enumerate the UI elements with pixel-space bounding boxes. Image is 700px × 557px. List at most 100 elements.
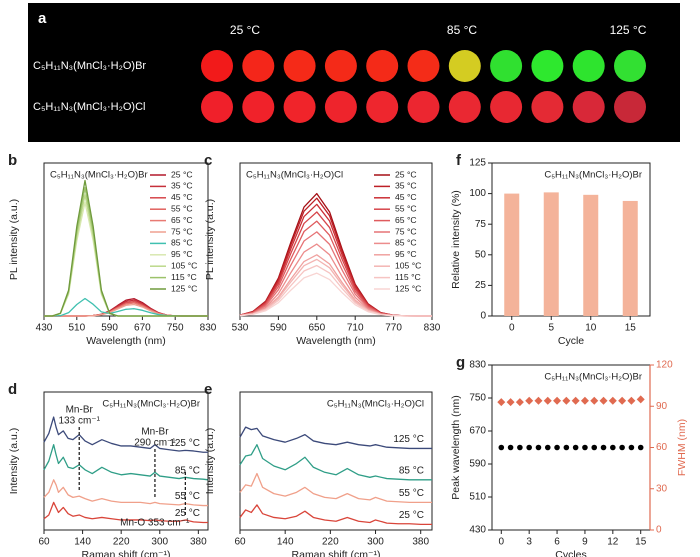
y-axis-title: Peak wavelength (nm) [450, 395, 462, 499]
x-tick-label: 3 [526, 537, 532, 548]
y-tick-label: 50 [475, 249, 487, 260]
x-axis-title: Wavelength (nm) [296, 335, 376, 347]
sample-dot [531, 91, 564, 123]
temperature-label: 125 °C [610, 23, 647, 37]
point [591, 444, 598, 451]
y-tick-label: 670 [469, 426, 486, 437]
temperature-label: 85 °C [447, 23, 477, 37]
x-axis-title: Raman shift (cm⁻¹) [82, 549, 171, 557]
y2-tick-label: 60 [656, 442, 668, 453]
x-tick-label: 830 [424, 323, 441, 334]
raman-line [43, 501, 208, 524]
point [506, 398, 515, 407]
x-tick-label: 380 [412, 537, 429, 548]
y-tick-label: 430 [469, 525, 486, 536]
sample-dot [531, 50, 564, 82]
annotation: Mn-O 353 cm⁻¹ [120, 518, 190, 529]
raman-line [239, 472, 432, 504]
legend-label: 75 °C [171, 226, 193, 236]
point [610, 444, 616, 451]
point [517, 444, 523, 451]
x-tick-label: 5 [548, 323, 554, 334]
panel-label: b [8, 152, 17, 169]
x-axis-title: Cycles [555, 549, 587, 557]
x-tick-label: 430 [36, 323, 53, 334]
point [497, 398, 506, 407]
x-tick-label: 60 [234, 537, 246, 548]
sample-dot [283, 91, 316, 123]
legend-label: 45 °C [395, 192, 417, 202]
x-tick-label: 300 [151, 537, 168, 548]
point [627, 396, 636, 405]
legend-label: 105 °C [171, 260, 197, 270]
sample-dot [366, 91, 399, 123]
x-tick-label: 530 [232, 323, 249, 334]
y-tick-label: 750 [469, 393, 486, 404]
series-label: 85 °C [399, 465, 424, 476]
point [580, 396, 589, 405]
panel-label: g [456, 354, 465, 371]
point [515, 398, 524, 407]
axes-frame [491, 364, 651, 531]
point [526, 444, 532, 451]
axes-frame [239, 162, 433, 317]
x-tick-label: 140 [74, 537, 91, 548]
x-axis-title: Cycle [558, 335, 584, 347]
sample-dot [407, 50, 440, 82]
panel-label: d [8, 381, 17, 398]
raman-line [239, 504, 432, 525]
annotation: 133 cm⁻¹ [59, 416, 101, 427]
y-tick-label: 25 [475, 280, 487, 291]
x-tick-label: 650 [308, 323, 325, 334]
legend-label: 45 °C [171, 192, 193, 202]
x-axis-title: Raman shift (cm⁻¹) [292, 549, 381, 557]
chart-title: C₅H₁₁N₃(MnCl₃·H₂O)Br [544, 372, 642, 383]
x-tick-label: 60 [38, 537, 50, 548]
series-label: 125 °C [169, 438, 200, 449]
row-label: C₅H₁₁N₃(MnCl₃·H₂O)Br [33, 60, 146, 72]
sample-dot [201, 91, 233, 123]
chart-title: C₅H₁₁N₃(MnCl₃·H₂O)Br [50, 170, 148, 181]
x-tick-label: 12 [607, 537, 619, 548]
x-tick-label: 590 [270, 323, 287, 334]
panel-label: e [204, 381, 212, 398]
x-axis-title: Wavelength (nm) [86, 335, 166, 347]
point [628, 444, 635, 451]
x-tick-label: 770 [385, 323, 402, 334]
spectrum-line [44, 179, 208, 317]
axes-frame [239, 391, 433, 531]
sample-dot [448, 91, 481, 123]
raman-line [43, 479, 208, 507]
legend-label: 65 °C [171, 215, 193, 225]
point [543, 396, 552, 405]
point [535, 444, 542, 451]
legend-label: 125 °C [171, 283, 197, 293]
chart-title: C₅H₁₁N₃(MnCl₃·H₂O)Cl [246, 170, 343, 181]
panel-label: c [204, 152, 212, 169]
y-axis-title: Intensity (a.u.) [8, 428, 20, 495]
bar [622, 200, 638, 316]
x-tick-label: 10 [585, 323, 597, 334]
sample-dot [572, 91, 605, 123]
x-tick-label: 9 [582, 537, 588, 548]
x-tick-label: 590 [101, 323, 118, 334]
series-label: 55 °C [399, 488, 424, 499]
spectrum-line [44, 303, 208, 317]
sample-dot [614, 91, 646, 123]
y-axis-title: PL intensity (a.u.) [204, 199, 216, 280]
x-tick-label: 710 [347, 323, 364, 334]
sample-dot [490, 50, 523, 82]
x-tick-label: 830 [200, 323, 217, 334]
point [544, 444, 551, 451]
axes-frame [491, 162, 651, 317]
sample-dot [324, 91, 357, 123]
raman-line [239, 444, 432, 481]
x-tick-label: 220 [113, 537, 130, 548]
sample-dot [572, 50, 605, 82]
y2-tick-label: 30 [656, 483, 668, 494]
x-tick-label: 380 [190, 537, 207, 548]
legend-label: 105 °C [395, 260, 421, 270]
bar [543, 192, 559, 316]
x-tick-label: 0 [499, 537, 505, 548]
